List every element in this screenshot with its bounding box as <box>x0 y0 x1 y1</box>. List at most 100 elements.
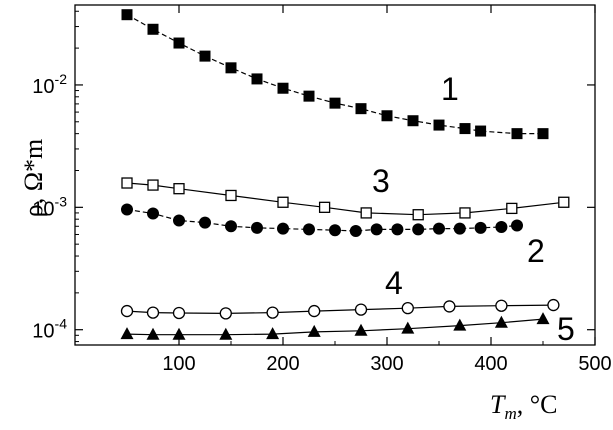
series-4-point <box>495 299 508 312</box>
series-2-point <box>412 223 425 236</box>
series-4-point <box>120 304 134 318</box>
series-5-point <box>266 327 280 340</box>
series-2-point <box>277 222 289 235</box>
series-4-point <box>547 298 560 312</box>
series-3-point <box>506 202 518 215</box>
series-5-point <box>307 324 321 337</box>
y-tick-label: 10-2 <box>32 71 67 98</box>
series-4-point <box>443 300 456 313</box>
series-1-point <box>147 23 159 35</box>
series-4-point <box>146 306 160 319</box>
series-3-point <box>412 209 424 221</box>
series-4-point <box>172 306 186 320</box>
series-5-point <box>453 318 467 331</box>
series-1-point <box>329 97 341 109</box>
curve-label-2: 2 <box>527 233 545 269</box>
series-3-point <box>173 183 185 195</box>
series-2-point <box>453 222 466 235</box>
series-3-line <box>126 182 564 216</box>
y-tick-label-base: 10 <box>32 76 54 98</box>
series-1-point <box>251 73 263 85</box>
series-2-point <box>303 223 315 236</box>
y-axis-ticks: 10-410-310-2 <box>32 10 595 343</box>
series-3-point <box>360 207 372 219</box>
series-1-point <box>475 125 487 137</box>
series-3-point <box>459 207 471 219</box>
series-2-point <box>173 214 185 227</box>
y-tick-label-exponent: -3 <box>55 193 68 209</box>
series-2-point <box>474 221 487 234</box>
series-4-line <box>126 304 554 315</box>
series-1-point <box>121 9 133 21</box>
series-layer <box>120 9 570 340</box>
series-2-point <box>495 221 508 234</box>
series-2-point <box>349 225 362 238</box>
curve-label-3: 3 <box>372 163 390 199</box>
series-4-point <box>266 306 279 319</box>
series-1-point <box>433 119 445 131</box>
series-2-point <box>511 219 523 232</box>
series-1-point <box>381 110 393 122</box>
series-2-point <box>121 203 133 216</box>
series-2-point <box>329 224 341 237</box>
curve-label-4: 4 <box>385 265 403 301</box>
series-5-point <box>120 327 134 340</box>
series-5-point <box>401 321 415 334</box>
x-tick-label: 400 <box>474 353 507 375</box>
series-2-point <box>433 222 445 235</box>
series-1-point <box>355 103 367 115</box>
series-4-point <box>308 304 321 318</box>
series-1-line <box>126 14 543 135</box>
series-2-point <box>391 223 404 236</box>
series-1-point <box>511 128 523 140</box>
y-axis-title: ρ, Ω*m <box>19 139 48 218</box>
series-3-point <box>121 177 133 189</box>
x-tick-label: 200 <box>266 353 299 375</box>
series-5-point <box>354 323 368 336</box>
series-3-point <box>318 201 331 213</box>
series-5-point <box>146 327 160 340</box>
series-5-point <box>536 312 550 325</box>
series-5-line <box>126 318 544 336</box>
y-tick-label-base: 10 <box>32 321 54 343</box>
series-5-point <box>172 327 186 340</box>
series-2-point <box>147 207 159 220</box>
series-1-point <box>407 115 419 127</box>
series-1-point <box>199 50 211 62</box>
series-4-point <box>354 303 368 316</box>
series-1-point <box>173 37 185 49</box>
series-1-point <box>537 128 549 140</box>
x-tick-label: 100 <box>162 353 195 375</box>
x-axis-title: Tm, °C <box>490 390 558 423</box>
series-3-point <box>558 196 570 208</box>
series-4-point <box>219 307 232 320</box>
series-1-point <box>459 123 471 135</box>
plot-frame <box>74 4 596 346</box>
x-axis-ticks: 100 200 300 400 500 <box>162 5 612 375</box>
x-tick-label: 500 <box>578 353 611 375</box>
y-tick-label-exponent: -4 <box>55 316 68 332</box>
x-axis-title-main: T <box>490 390 506 419</box>
series-1-point <box>225 62 237 74</box>
series-4-point <box>401 302 414 315</box>
series-1-point <box>303 90 315 102</box>
series-2-point <box>251 221 263 234</box>
curve-label-5: 5 <box>557 311 575 347</box>
series-3-point <box>225 189 237 202</box>
series-2-point <box>225 220 237 233</box>
series-2-point <box>199 216 211 229</box>
y-tick-label: 10-4 <box>32 316 67 343</box>
x-axis-title-subscript: m <box>504 404 516 423</box>
y-tick-label-exponent: -2 <box>55 71 68 87</box>
series-3-point <box>147 179 159 191</box>
y-tick-label: 10-3 <box>32 193 67 220</box>
series-5-point <box>494 315 508 328</box>
x-axis-title-unit: , °C <box>517 390 558 419</box>
series-2-point <box>370 223 383 236</box>
curve-label-1: 1 <box>441 71 459 107</box>
series-3-point <box>277 196 289 208</box>
x-tick-label: 300 <box>370 353 403 375</box>
series-5-point <box>219 327 233 340</box>
y-tick-label-base: 10 <box>32 198 54 220</box>
